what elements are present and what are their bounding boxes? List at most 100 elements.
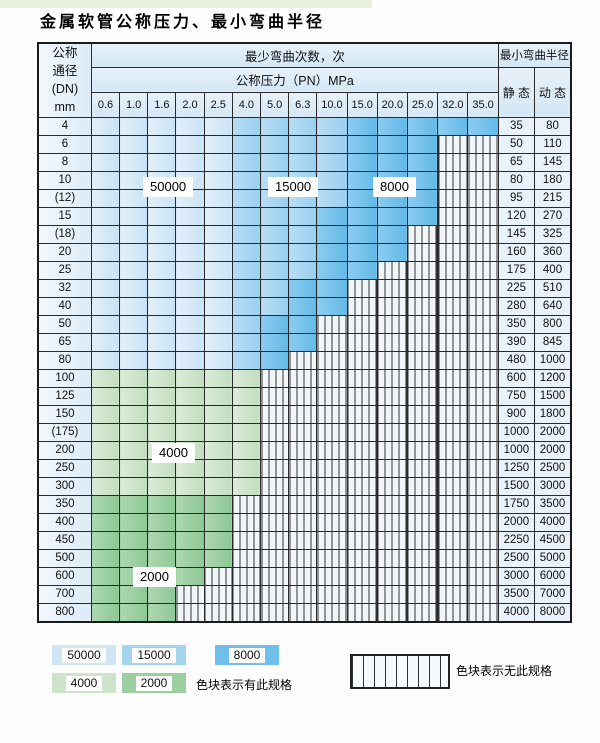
spec-cell — [231, 386, 262, 406]
table-row: (18) 145 325 — [37, 224, 572, 244]
no-spec-cell — [437, 188, 469, 208]
no-spec-cell — [316, 494, 348, 514]
static-radius-cell: 280 — [497, 296, 536, 316]
no-spec-cell — [231, 494, 262, 514]
no-spec-cell — [288, 386, 318, 406]
static-radius-cell: 3500 — [497, 584, 536, 604]
no-spec-cell — [437, 458, 469, 478]
no-spec-cell — [346, 350, 378, 370]
spec-cell — [175, 242, 205, 262]
no-spec-cell — [259, 566, 290, 586]
no-spec-cell — [376, 440, 408, 460]
spec-cell — [203, 548, 233, 568]
spec-table: 公称 通径 (DN) mm 最少弯曲次数，次 最小弯曲半径 公称压力（PN）MP… — [37, 42, 572, 623]
spec-cell — [175, 152, 205, 172]
region-label-4000: 4000 — [152, 443, 195, 463]
spec-cell — [231, 206, 262, 226]
no-spec-cell — [231, 584, 262, 604]
no-spec-cell — [316, 386, 348, 406]
spec-cell — [90, 170, 121, 190]
no-spec-cell — [259, 494, 290, 514]
spec-cell — [346, 260, 378, 280]
spec-cell — [231, 404, 262, 424]
spec-cell — [175, 260, 205, 280]
no-spec-cell — [376, 548, 408, 568]
spec-cell — [231, 170, 262, 190]
static-column-header: 静 态 — [497, 66, 536, 118]
no-spec-cell — [467, 476, 499, 496]
no-spec-cell — [406, 512, 439, 532]
no-spec-cell — [203, 566, 233, 586]
spec-cell — [288, 278, 318, 298]
no-spec-cell — [406, 314, 439, 334]
spec-cell — [203, 350, 233, 370]
no-spec-cell — [437, 566, 469, 586]
no-spec-cell — [376, 584, 408, 604]
spec-cell — [346, 152, 378, 172]
spec-cell — [119, 440, 149, 460]
no-spec-cell — [437, 584, 469, 604]
no-spec-cell — [467, 242, 499, 262]
dynamic-radius-cell: 2000 — [534, 440, 572, 460]
spec-cell — [288, 260, 318, 280]
spec-cell — [119, 260, 149, 280]
no-spec-cell — [467, 512, 499, 532]
spec-cell — [175, 512, 205, 532]
legend-value-50000: 50000 — [62, 647, 106, 663]
no-spec-cell — [467, 260, 499, 280]
legend-swatch-15000: 15000 — [122, 645, 186, 665]
spec-cell — [346, 206, 378, 226]
no-spec-cell — [437, 206, 469, 226]
spec-cell — [406, 152, 439, 172]
dn-cell: 250 — [37, 458, 92, 478]
spec-cell — [175, 206, 205, 226]
spec-cell — [203, 296, 233, 316]
no-spec-cell — [316, 476, 348, 496]
table-row: 800 4000 8000 — [37, 602, 572, 622]
spec-cell — [231, 368, 262, 388]
no-spec-cell — [437, 602, 469, 622]
spec-cell — [175, 134, 205, 154]
no-spec-cell — [467, 566, 499, 586]
spec-cell — [90, 188, 121, 208]
no-spec-cell — [259, 368, 290, 388]
no-spec-cell — [346, 296, 378, 316]
dynamic-radius-cell: 8000 — [534, 602, 572, 622]
dynamic-radius-cell: 360 — [534, 242, 572, 262]
no-spec-cell — [406, 368, 439, 388]
spec-cell — [231, 134, 262, 154]
legend-no-spec-note: 色块表示无此规格 — [456, 664, 553, 678]
no-spec-cell — [467, 368, 499, 388]
spec-cell — [175, 332, 205, 352]
no-spec-cell — [376, 296, 408, 316]
no-spec-cell — [467, 386, 499, 406]
static-radius-cell: 3000 — [497, 566, 536, 586]
no-spec-cell — [288, 458, 318, 478]
spec-cell — [346, 116, 378, 136]
spec-cell — [203, 458, 233, 478]
spec-cell — [90, 584, 121, 604]
static-radius-cell: 390 — [497, 332, 536, 352]
spec-cell — [147, 584, 177, 604]
spec-cell — [203, 512, 233, 532]
no-spec-cell — [376, 278, 408, 298]
dynamic-radius-cell: 640 — [534, 296, 572, 316]
table-row: 125 750 1500 — [37, 386, 572, 406]
spec-cell — [231, 296, 262, 316]
no-spec-cell — [437, 404, 469, 424]
no-spec-cell — [406, 494, 439, 514]
spec-cell — [231, 458, 262, 478]
spec-cell — [203, 260, 233, 280]
static-radius-cell: 35 — [497, 116, 536, 136]
spec-cell — [231, 152, 262, 172]
static-radius-cell: 120 — [497, 206, 536, 226]
corner-line-1: 公称 — [52, 46, 78, 61]
static-radius-cell: 175 — [497, 260, 536, 280]
no-spec-cell — [288, 548, 318, 568]
spec-cell — [119, 242, 149, 262]
static-radius-cell: 1500 — [497, 476, 536, 496]
spec-cell — [147, 152, 177, 172]
spec-cell — [90, 224, 121, 244]
spec-cell — [406, 116, 439, 136]
spec-cell — [203, 494, 233, 514]
